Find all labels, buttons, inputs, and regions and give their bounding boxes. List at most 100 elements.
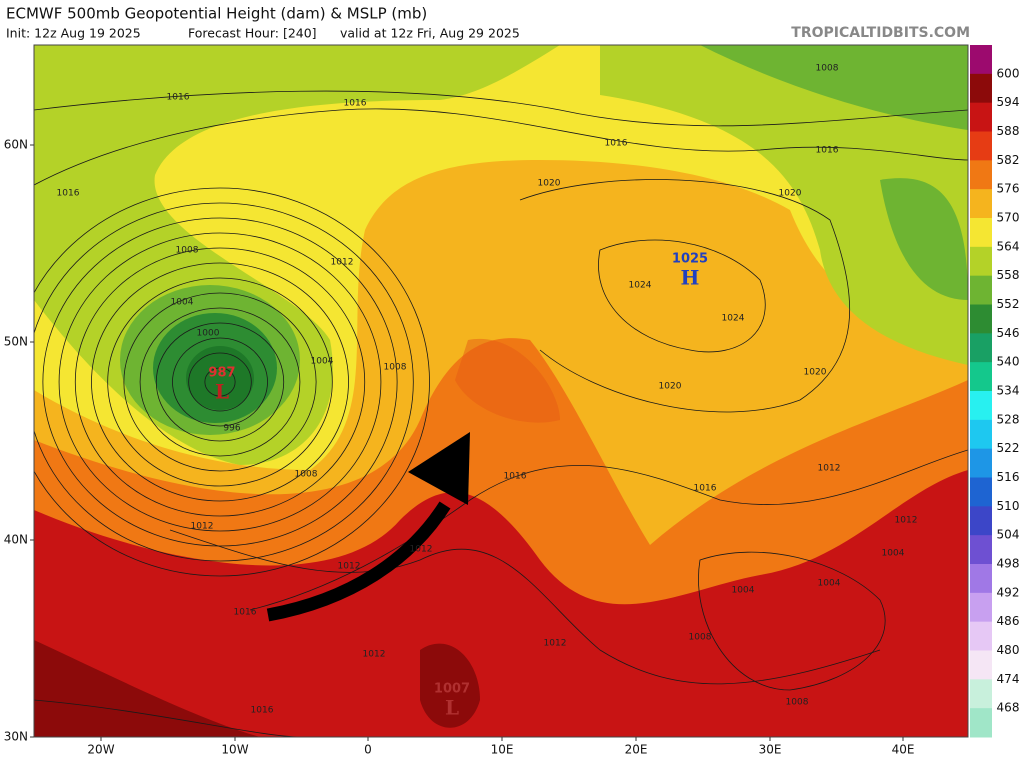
isobar-label: 1024 bbox=[722, 314, 745, 324]
colorbar-band bbox=[970, 304, 992, 334]
colorbar-label: 504 bbox=[997, 528, 1020, 542]
colorbar-band bbox=[970, 564, 992, 594]
height-582-alps bbox=[455, 338, 560, 423]
isobar-label: 1016 bbox=[234, 608, 257, 618]
isobar-ring bbox=[172, 337, 268, 427]
colorbar-band bbox=[970, 506, 992, 536]
isobar-ring bbox=[155, 322, 285, 442]
colorbar-label: 534 bbox=[997, 384, 1020, 398]
isobar-label: 1004 bbox=[311, 357, 334, 367]
isobar-ring bbox=[188, 352, 252, 412]
colorbar-band bbox=[970, 535, 992, 565]
colorbar-band bbox=[970, 708, 992, 738]
colorbar-band bbox=[970, 419, 992, 450]
isobar bbox=[34, 108, 968, 186]
isobar-ring bbox=[107, 277, 333, 487]
isobar bbox=[169, 529, 881, 685]
isobar-ring bbox=[204, 367, 236, 397]
isobar-ring bbox=[139, 307, 301, 457]
colorbar-label: 594 bbox=[997, 95, 1020, 109]
isobar bbox=[519, 179, 851, 413]
isobar-label: 1012 bbox=[338, 562, 361, 572]
isobar-label: 1020 bbox=[804, 368, 827, 378]
colorbar-band bbox=[970, 131, 992, 161]
isobar-label: 1004 bbox=[818, 579, 841, 589]
colorbar-label: 576 bbox=[997, 182, 1020, 196]
isobar-label: 1020 bbox=[779, 189, 802, 199]
isobar-label: 1024 bbox=[629, 281, 652, 291]
lat-label: 60N bbox=[4, 138, 28, 152]
colorbar-label: 582 bbox=[997, 153, 1020, 167]
colorbar-band bbox=[970, 650, 992, 680]
colorbar-band bbox=[970, 333, 992, 363]
isobar-label: 1016 bbox=[57, 189, 80, 199]
isobar-label: 1012 bbox=[895, 516, 918, 526]
center-letter: L bbox=[445, 696, 459, 720]
isobar-ring bbox=[34, 202, 414, 562]
isobar-label: 1008 bbox=[295, 470, 318, 480]
height-564-east bbox=[600, 45, 968, 365]
height-558-east bbox=[880, 178, 968, 300]
lon-label: 20W bbox=[87, 743, 114, 757]
arrow-head bbox=[408, 432, 470, 505]
isobar-label: 1012 bbox=[191, 522, 214, 532]
isobar-label: 1012 bbox=[544, 639, 567, 649]
arrow-shaft bbox=[266, 501, 451, 622]
isobar-label: 1008 bbox=[384, 363, 407, 373]
height-546-low bbox=[186, 346, 254, 410]
colorbar-band bbox=[970, 621, 992, 651]
credit: TROPICALTIDBITS.COM bbox=[791, 25, 970, 41]
isobar-label: 1012 bbox=[818, 464, 841, 474]
isobar-ring bbox=[123, 292, 317, 472]
lon-label: 40E bbox=[892, 743, 915, 757]
isobar-ring bbox=[74, 247, 366, 517]
isobar-label: 1016 bbox=[167, 93, 190, 103]
colorbar-label: 558 bbox=[997, 268, 1020, 282]
lon-label: 20E bbox=[625, 743, 648, 757]
colorbar-band bbox=[970, 391, 992, 421]
isobar-label: 1016 bbox=[816, 146, 839, 156]
isobar-label: 1016 bbox=[694, 484, 717, 494]
colorbar-band bbox=[970, 275, 992, 305]
map-area bbox=[34, 45, 968, 737]
center-value: 1007 bbox=[434, 682, 470, 697]
valid-time: valid at 12z Fri, Aug 29 2025 bbox=[340, 26, 520, 41]
colorbar-label: 510 bbox=[997, 499, 1020, 513]
forecast-hour: Forecast Hour: [240] bbox=[188, 26, 317, 41]
isobar bbox=[34, 90, 968, 127]
isobar-ring bbox=[58, 232, 382, 532]
init-time: Init: 12z Aug 19 2025 bbox=[6, 26, 141, 41]
colorbar-band bbox=[970, 362, 992, 392]
isobars bbox=[34, 90, 968, 737]
colorbar-label: 522 bbox=[997, 441, 1020, 455]
colorbar-label: 540 bbox=[997, 355, 1020, 369]
map-frame bbox=[33, 44, 969, 738]
colorbar-band bbox=[970, 73, 992, 104]
colorbar-label: 486 bbox=[997, 614, 1020, 628]
isobar-label: 1000 bbox=[197, 329, 220, 339]
center-letter: H bbox=[681, 266, 700, 290]
colorbar-band bbox=[970, 246, 992, 277]
colorbar-band bbox=[970, 592, 992, 623]
isobar-label: 1004 bbox=[732, 586, 755, 596]
center-letter: L bbox=[215, 380, 229, 404]
isobar bbox=[598, 239, 766, 353]
center-value: 1025 bbox=[672, 252, 708, 267]
isobar-label: 1004 bbox=[882, 549, 905, 559]
isobar-label: 1008 bbox=[176, 246, 199, 256]
isobar-label: 1020 bbox=[538, 179, 561, 189]
colorbar-band bbox=[970, 448, 992, 478]
lon-label: 0 bbox=[364, 743, 372, 757]
colorbar-label: 492 bbox=[997, 585, 1020, 599]
colorbar-label: 552 bbox=[997, 297, 1020, 311]
lat-label: 50N bbox=[4, 335, 28, 349]
lon-label: 30E bbox=[759, 743, 782, 757]
lon-label: 10E bbox=[491, 743, 514, 757]
isobar-label: 1016 bbox=[504, 472, 527, 482]
colorbar-label: 600 bbox=[997, 66, 1020, 80]
colorbar-band bbox=[970, 45, 992, 75]
isobar-label: 996 bbox=[223, 424, 240, 434]
colorbar-band bbox=[970, 189, 992, 219]
colorbar-band bbox=[970, 160, 992, 190]
